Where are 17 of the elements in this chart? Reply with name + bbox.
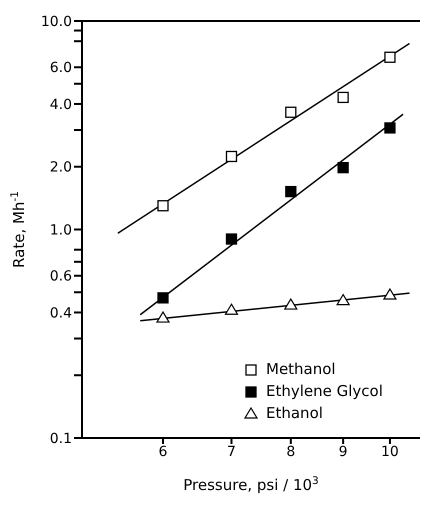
y-tick-label: 6.0 <box>50 60 72 76</box>
y-tick-label: 2.0 <box>50 160 72 176</box>
y-tick-label: 0.6 <box>50 268 72 285</box>
x-tick-label: 8 <box>286 444 296 460</box>
legend-label: Methanol <box>266 360 336 378</box>
x-tick-label: 6 <box>158 444 168 460</box>
y-tick-label: 4.0 <box>50 96 72 113</box>
legend-label: Ethylene Glycol <box>266 382 383 400</box>
y-tick-label: 0.4 <box>50 305 72 322</box>
y-tick-label: 0.1 <box>50 430 72 447</box>
x-tick-label: 7 <box>227 444 236 460</box>
y-tick-label: 1.0 <box>50 222 72 238</box>
x-axis-title: Pressure, psi / 10$^{3}$ <box>183 475 319 494</box>
x-tick-label: 9 <box>338 444 348 460</box>
y-tick-label: 10.0 <box>40 14 72 30</box>
x-tick-label: 10 <box>381 444 399 460</box>
legend-label: Ethanol <box>266 404 323 422</box>
